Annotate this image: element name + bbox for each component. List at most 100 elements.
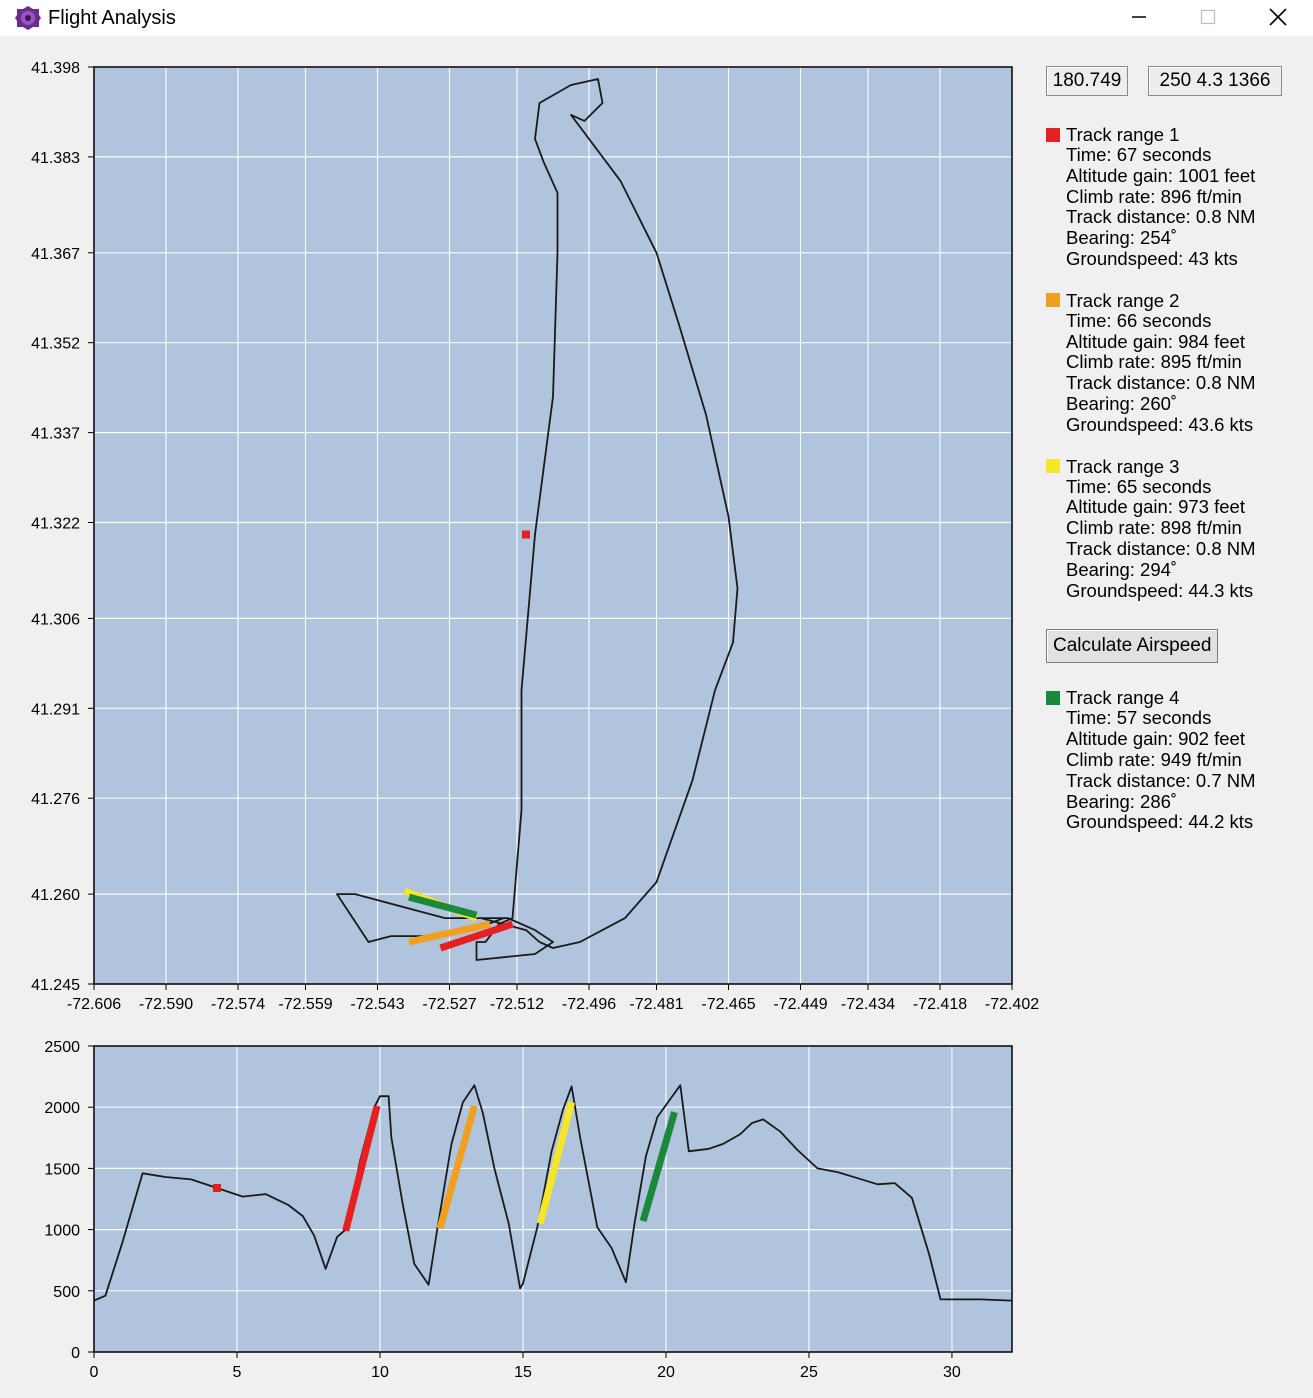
range-4-time: Time: 57 seconds	[1066, 707, 1212, 729]
track-map-chart[interactable]: -72.606 -72.590 -72.574 -72.559 -72.543 -72.5…	[0, 40, 1040, 1025]
range-4-track-distance: Track distance: 0.7 NM	[1066, 769, 1256, 791]
minimize-icon	[1132, 16, 1146, 18]
heading-readout: 180.749	[1046, 66, 1128, 96]
range-4-bearing: Bearing: 286˚	[1066, 790, 1178, 812]
map-x-tick-label: -72.527	[422, 996, 476, 1013]
range-1-groundspeed: Groundspeed: 43 kts	[1066, 247, 1238, 269]
profile-y-tick-label: 1000	[44, 1223, 80, 1240]
window-title: Flight Analysis	[48, 7, 176, 29]
profile-track-range-2-segment	[436, 1105, 478, 1230]
profile-altitude-line	[93, 1084, 1013, 1302]
track-range-2: Track range 2 Time: 66 seconds Altitude …	[1046, 290, 1306, 436]
profile-position-marker	[212, 1183, 221, 1192]
range-2-swatch	[1046, 293, 1060, 308]
range-1-swatch	[1046, 127, 1060, 142]
track-range-3: Track range 3 Time: 65 seconds Altitude …	[1046, 456, 1306, 602]
profile-x-tick-label: 25	[800, 1364, 818, 1381]
map-y-tick-label: 41.291	[31, 701, 80, 718]
map-position-marker	[522, 530, 530, 539]
profile-x-tick-label: 20	[657, 1364, 675, 1381]
map-y-tick-label: 41.245	[31, 977, 80, 994]
range-2-title: Track range 2	[1066, 289, 1180, 311]
map-x-tick-label: -72.402	[985, 996, 1039, 1013]
close-button[interactable]	[1245, 0, 1311, 34]
range-3-altitude-gain: Altitude gain: 973 feet	[1066, 496, 1245, 518]
map-track-range-4-segment	[408, 893, 478, 919]
range-3-groundspeed: Groundspeed: 44.3 kts	[1066, 579, 1254, 601]
map-y-tick-label: 41.383	[31, 150, 80, 167]
profile-y-tick-label: 500	[53, 1284, 80, 1301]
map-x-tick-label: -72.574	[211, 996, 265, 1013]
profile-x-tick-label: 0	[90, 1364, 99, 1381]
map-x-tick-label: -72.418	[913, 996, 967, 1013]
range-3-swatch	[1046, 459, 1060, 474]
profile-track-range-1-segment	[342, 1105, 381, 1232]
map-y-tick-label: 41.306	[31, 611, 80, 628]
map-x-tick-label: -72.496	[562, 996, 616, 1013]
profile-y-tick-label: 0	[71, 1345, 80, 1362]
profile-x-tick-label: 30	[943, 1364, 961, 1381]
range-2-climb-rate: Climb rate: 895 ft/min	[1066, 351, 1242, 373]
map-y-tick-label: 41.276	[31, 791, 80, 808]
profile-y-tick-label: 2000	[44, 1100, 80, 1117]
profile-y-tick-label: 1500	[44, 1161, 80, 1178]
range-3-bearing: Bearing: 294˚	[1066, 558, 1178, 580]
range-3-climb-rate: Climb rate: 898 ft/min	[1066, 517, 1242, 539]
map-y-tick-label: 41.367	[31, 246, 80, 263]
track-range-1: Track range 1 Time: 67 seconds Altitude …	[1046, 124, 1306, 270]
calculate-airspeed-button[interactable]: Calculate Airspeed	[1046, 629, 1219, 664]
profile-track-range-4-segment	[639, 1111, 678, 1222]
profile-y-tick-label: 2500	[44, 1039, 80, 1056]
map-y-tick-label: 41.337	[31, 426, 80, 443]
map-x-tick-label: -72.465	[701, 996, 755, 1013]
title-bar: Flight Analysis	[0, 0, 1313, 36]
map-x-tick-label: -72.512	[490, 996, 544, 1013]
track-ranges-panel: Track range 1 Time: 67 seconds Altitude …	[1046, 124, 1306, 853]
profile-plot-area	[94, 1046, 1012, 1352]
range-4-swatch	[1046, 690, 1060, 705]
map-flight-track	[336, 78, 739, 961]
map-x-tick-label: -72.606	[67, 996, 121, 1013]
range-4-title: Track range 4	[1066, 687, 1180, 709]
map-y-tick-label: 41.322	[31, 516, 80, 533]
range-2-time: Time: 66 seconds	[1066, 309, 1212, 331]
minimize-button[interactable]	[1106, 0, 1172, 34]
range-3-time: Time: 65 seconds	[1066, 475, 1212, 497]
map-plot-border	[93, 66, 1013, 985]
maximize-icon	[1200, 9, 1216, 25]
range-2-bearing: Bearing: 260˚	[1066, 392, 1178, 414]
track-range-4: Track range 4 Time: 57 seconds Altitude …	[1046, 687, 1306, 833]
range-4-climb-rate: Climb rate: 949 ft/min	[1066, 748, 1242, 770]
purple-gear-icon	[15, 6, 41, 30]
map-x-tick-label: -72.481	[629, 996, 683, 1013]
profile-x-tick-label: 10	[371, 1364, 389, 1381]
range-1-altitude-gain: Altitude gain: 1001 feet	[1066, 164, 1256, 186]
map-y-tick-label: 41.398	[31, 60, 80, 77]
map-plot-area	[94, 67, 1012, 984]
map-track-range-2-segment	[408, 920, 491, 946]
map-track-range-1-segment	[439, 920, 514, 952]
range-4-groundspeed: Groundspeed: 44.2 kts	[1066, 811, 1254, 833]
range-1-bearing: Bearing: 254˚	[1066, 227, 1178, 249]
map-y-tick-label: 41.260	[31, 887, 80, 904]
position-readout: 250 4.3 1366	[1148, 66, 1282, 96]
range-1-track-distance: Track distance: 0.8 NM	[1066, 206, 1256, 228]
range-2-altitude-gain: Altitude gain: 984 feet	[1066, 330, 1245, 352]
profile-plot-border	[93, 1045, 1013, 1353]
profile-track-range-3-segment	[536, 1101, 575, 1225]
range-1-title: Track range 1	[1066, 124, 1180, 145]
maximize-button[interactable]	[1175, 0, 1241, 34]
range-2-groundspeed: Groundspeed: 43.6 kts	[1066, 413, 1254, 435]
profile-x-tick-label: 15	[514, 1364, 532, 1381]
map-x-tick-label: -72.449	[773, 996, 827, 1013]
map-x-tick-label: -72.559	[278, 996, 332, 1013]
range-4-altitude-gain: Altitude gain: 902 feet	[1066, 728, 1245, 750]
altitude-profile-chart[interactable]: 0 5 10 15 20 25 30 0 500 1000 1500 2000 2500	[0, 1020, 1040, 1398]
profile-x-tick-label: 5	[233, 1364, 242, 1381]
map-x-tick-label: -72.543	[350, 996, 404, 1013]
map-y-tick-label: 41.352	[31, 336, 80, 353]
range-3-title: Track range 3	[1066, 455, 1180, 477]
map-x-tick-label: -72.590	[139, 996, 193, 1013]
map-x-tick-label: -72.434	[841, 996, 895, 1013]
close-icon	[1269, 8, 1287, 26]
